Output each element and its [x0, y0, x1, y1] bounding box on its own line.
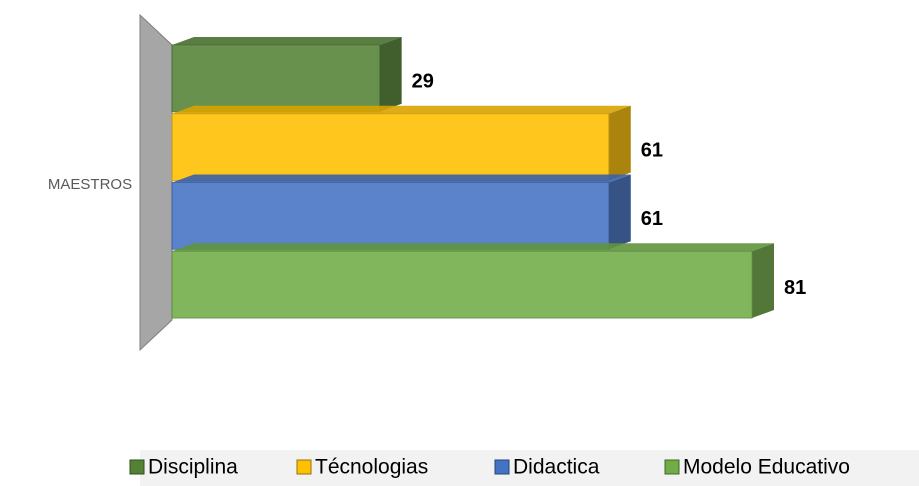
bar-group	[171, 105, 631, 181]
legend-swatch	[664, 459, 680, 475]
bar	[171, 250, 753, 319]
bar-group	[171, 37, 402, 113]
bar-side	[608, 105, 631, 181]
legend-label: Modelo Educativo	[683, 456, 850, 479]
legend-label: Técnologias	[315, 456, 428, 479]
bar-top	[172, 174, 631, 183]
legend-swatch	[494, 459, 510, 475]
bar-group	[171, 174, 631, 250]
bar-side	[379, 37, 402, 112]
value-label: 61	[641, 139, 663, 161]
bar	[171, 182, 610, 250]
bar-side	[608, 174, 631, 250]
legend-swatch	[129, 459, 145, 475]
legend-label: Didactica	[513, 456, 600, 479]
bar-top	[172, 37, 402, 45]
bar-top	[172, 243, 774, 252]
bar	[171, 113, 610, 181]
value-label: 29	[412, 71, 434, 93]
value-label: 61	[641, 208, 663, 230]
legend-swatch	[296, 459, 312, 475]
value-label: 81	[784, 277, 806, 299]
back-wall	[139, 13, 173, 352]
bar-group	[171, 243, 774, 319]
bar	[171, 44, 381, 113]
category-label: MAESTROS	[48, 176, 132, 193]
legend-background	[140, 450, 919, 486]
bar-top	[172, 105, 631, 114]
legend-label: Disciplina	[148, 456, 238, 479]
bar-side	[752, 243, 774, 318]
